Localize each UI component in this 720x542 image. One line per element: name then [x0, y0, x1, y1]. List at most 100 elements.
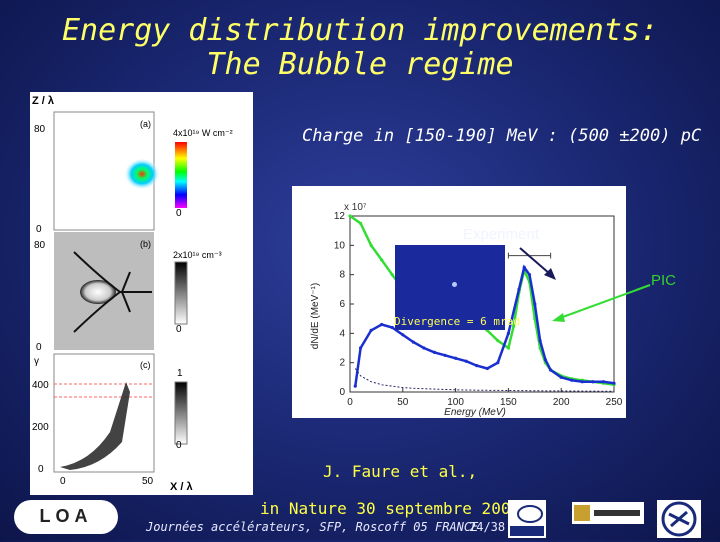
- title-line-2: The Bubble regime: [206, 47, 514, 82]
- ensta-logo: [508, 500, 546, 538]
- panel-c-scale-label: 1: [177, 368, 183, 379]
- series-line-background: [354, 368, 615, 392]
- panel-c-ytick-0: 0: [38, 464, 44, 475]
- data-point-experiment: [369, 328, 373, 332]
- x-tick-50: 50: [142, 476, 154, 487]
- x-tick-label: 50: [397, 397, 409, 408]
- loa-logo-text: LOA: [39, 506, 93, 526]
- simulation-figure: Z / λ X / λ (a) 80 0 4x10¹⁹ W cm⁻² 0 (b)…: [30, 92, 253, 495]
- data-point-experiment: [432, 350, 437, 354]
- data-point-experiment: [411, 340, 415, 344]
- panel-b-colorbar: [174, 261, 188, 325]
- data-point-experiment: [580, 380, 584, 384]
- y-tick-label: 6: [339, 299, 345, 310]
- data-point-experiment: [612, 381, 616, 385]
- pic-arrow: [559, 284, 651, 319]
- data-point-pic: [390, 273, 394, 277]
- panel-a-pulse: [124, 158, 160, 190]
- data-point-experiment: [506, 331, 510, 335]
- data-point-experiment: [601, 380, 606, 384]
- panel-b-bar-zero: 0: [176, 324, 182, 335]
- data-point-experiment: [485, 366, 489, 371]
- chart-ylabel: dN/dE (MeV⁻¹): [310, 283, 321, 349]
- cnrs-logo-graphic: [661, 501, 697, 537]
- cnrs-logo: [657, 500, 701, 538]
- pic-arrowhead: [552, 313, 565, 322]
- panel-b-scale-label: 2x10¹⁹ cm⁻³: [173, 250, 222, 260]
- x-tick-label: 150: [500, 397, 517, 408]
- data-point-experiment: [543, 358, 547, 362]
- pic-label: PIC: [651, 272, 677, 289]
- polytechnique-logo-graphic: [574, 505, 640, 521]
- slide-title: Energy distribution improvements: The Bu…: [0, 14, 720, 82]
- data-point-experiment: [353, 384, 357, 388]
- ensta-logo-graphic: [510, 505, 544, 536]
- x-tick-0: 0: [60, 476, 66, 487]
- panel-c-bar-zero: 0: [176, 440, 182, 451]
- data-point-pic: [348, 214, 352, 218]
- y-tick-label: 2: [339, 358, 345, 369]
- data-point-pic: [512, 324, 516, 328]
- footer-text: Journées accélérateurs, SFP, Roscoff 05 …: [146, 520, 479, 534]
- experiment-arrowhead: [544, 268, 556, 280]
- panel-c-ytick-200: 200: [32, 422, 49, 433]
- simulation-panels: Z / λ X / λ (a) 80 0 4x10¹⁹ W cm⁻² 0 (b)…: [32, 95, 233, 493]
- data-point-experiment: [522, 265, 526, 269]
- data-point-pic: [358, 221, 363, 225]
- page-number: 24/38: [469, 520, 506, 534]
- data-point-pic: [369, 243, 373, 247]
- data-point-experiment: [517, 287, 521, 291]
- z-axis-label: Z / λ: [32, 95, 54, 107]
- panel-a-scale-label: 4x10¹⁹ W cm⁻²: [173, 128, 233, 138]
- beam-spot: [452, 282, 457, 287]
- x-tick-label: 100: [447, 397, 464, 408]
- panel-b-tag: (b): [140, 239, 151, 249]
- data-point-experiment: [475, 364, 479, 368]
- y-tick-label: 8: [339, 270, 345, 281]
- gamma-label: γ: [34, 356, 39, 367]
- x-tick-label: 250: [606, 397, 623, 408]
- panel-b-ytick-top: 80: [34, 240, 46, 251]
- data-point-experiment: [549, 368, 553, 372]
- data-point-experiment: [570, 378, 574, 382]
- panel-a-tag: (a): [140, 119, 151, 129]
- beam-profile-inset: [395, 245, 505, 330]
- panel-c-tag: (c): [140, 360, 151, 370]
- data-point-pic: [380, 258, 384, 262]
- data-point-experiment: [591, 380, 595, 384]
- chart-xlabel: Energy (MeV): [444, 407, 506, 418]
- data-point-experiment: [443, 353, 447, 357]
- panel-b-bubble: [80, 280, 116, 304]
- x-tick-label: 0: [347, 397, 353, 408]
- y-tick-label: 4: [339, 328, 345, 339]
- charge-text: Charge in [150-190] MeV : (500 ±200) pC: [302, 126, 702, 146]
- panel-a-colorbar: [175, 142, 187, 208]
- author-citation: J. Faure et al.,: [323, 462, 478, 481]
- y-tick-label: 12: [334, 211, 346, 222]
- data-point-experiment: [538, 339, 542, 343]
- data-point-experiment: [496, 361, 500, 365]
- panel-c-phase-space: [60, 382, 130, 470]
- x-tick-label: 200: [553, 397, 570, 408]
- data-point-experiment: [380, 322, 384, 327]
- data-point-experiment: [454, 356, 458, 360]
- divergence-label: Divergence = 6 mrad: [394, 315, 520, 328]
- experiment-arrow: [519, 247, 551, 275]
- panel-c-colorbar: [174, 381, 188, 445]
- y-tick-label: 0: [339, 387, 345, 398]
- panel-a-ytick-bottom: 0: [36, 224, 42, 235]
- data-point-experiment: [559, 375, 563, 379]
- panel-c-ytick-400: 400: [32, 380, 49, 391]
- data-point-experiment: [527, 273, 532, 277]
- panel-b-ytick-bottom: 0: [36, 342, 42, 353]
- panel-a-bar-zero: 0: [176, 208, 182, 219]
- data-point-experiment: [422, 346, 426, 350]
- y-tick-label: 10: [334, 240, 346, 251]
- panel-a-ytick-top: 80: [34, 124, 46, 135]
- loa-logo: [14, 500, 118, 534]
- data-point-experiment: [358, 346, 363, 350]
- y-multiplier: x 10⁷: [344, 202, 367, 213]
- data-point-pic: [506, 346, 510, 350]
- x-axis-label: X / λ: [170, 481, 193, 493]
